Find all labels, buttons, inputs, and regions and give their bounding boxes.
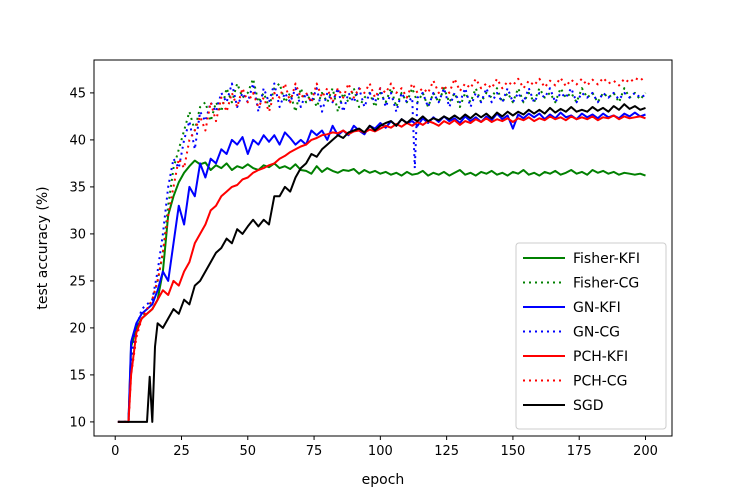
series-line-gn-cg [117, 82, 646, 423]
series-line-fisher-kfi [117, 159, 646, 423]
x-tick-label: 175 [567, 444, 592, 459]
x-axis-label: epoch [362, 472, 405, 488]
y-axis: 10 15 20 25 30 35 40 45 [69, 86, 94, 430]
x-tick-label: 200 [633, 444, 658, 459]
series-line-sgd [117, 103, 646, 423]
legend-label-gn-kfi: GN-KFI [573, 300, 621, 316]
x-tick-label: 25 [173, 444, 190, 459]
y-tick-label: 15 [69, 368, 86, 383]
y-tick-label: 30 [69, 227, 86, 242]
x-tick-label: 100 [368, 444, 393, 459]
x-tick-label: 0 [111, 444, 119, 459]
y-tick-label: 25 [69, 274, 86, 289]
plot-frame [93, 59, 673, 437]
series-line-gn-kfi [117, 111, 646, 423]
x-tick-label: 50 [240, 444, 257, 459]
legend: Fisher-KFI Fisher-CG GN-KFI GN-CG PCH-KFI PCH… [515, 242, 667, 430]
x-tick-label: 75 [306, 444, 323, 459]
y-axis-label: test accuracy (%) [35, 186, 51, 309]
series-line-fisher-cg [117, 77, 647, 423]
legend-label-pch-cg: PCH-CG [573, 374, 627, 390]
series-layer [117, 75, 647, 423]
legend-label-pch-kfi: PCH-KFI [573, 349, 628, 365]
legend-label-fisher-kfi: Fisher-KFI [573, 251, 640, 267]
legend-label-sgd: SGD [573, 398, 604, 414]
legend-label-fisher-cg: Fisher-CG [573, 276, 639, 292]
y-tick-label: 10 [69, 415, 86, 430]
series-line-pch-cg [117, 75, 647, 423]
x-tick-label: 150 [501, 444, 526, 459]
legend-box [515, 242, 667, 430]
y-tick-label: 45 [69, 86, 86, 101]
x-axis: 0 25 50 75 100 125 150 175 200 [111, 436, 658, 459]
series-line-pch-kfi [117, 114, 646, 423]
x-tick-label: 125 [434, 444, 459, 459]
y-tick-label: 40 [69, 133, 86, 148]
y-tick-label: 20 [69, 321, 86, 336]
legend-label-gn-cg: GN-CG [573, 325, 620, 341]
y-tick-label: 35 [69, 180, 86, 195]
